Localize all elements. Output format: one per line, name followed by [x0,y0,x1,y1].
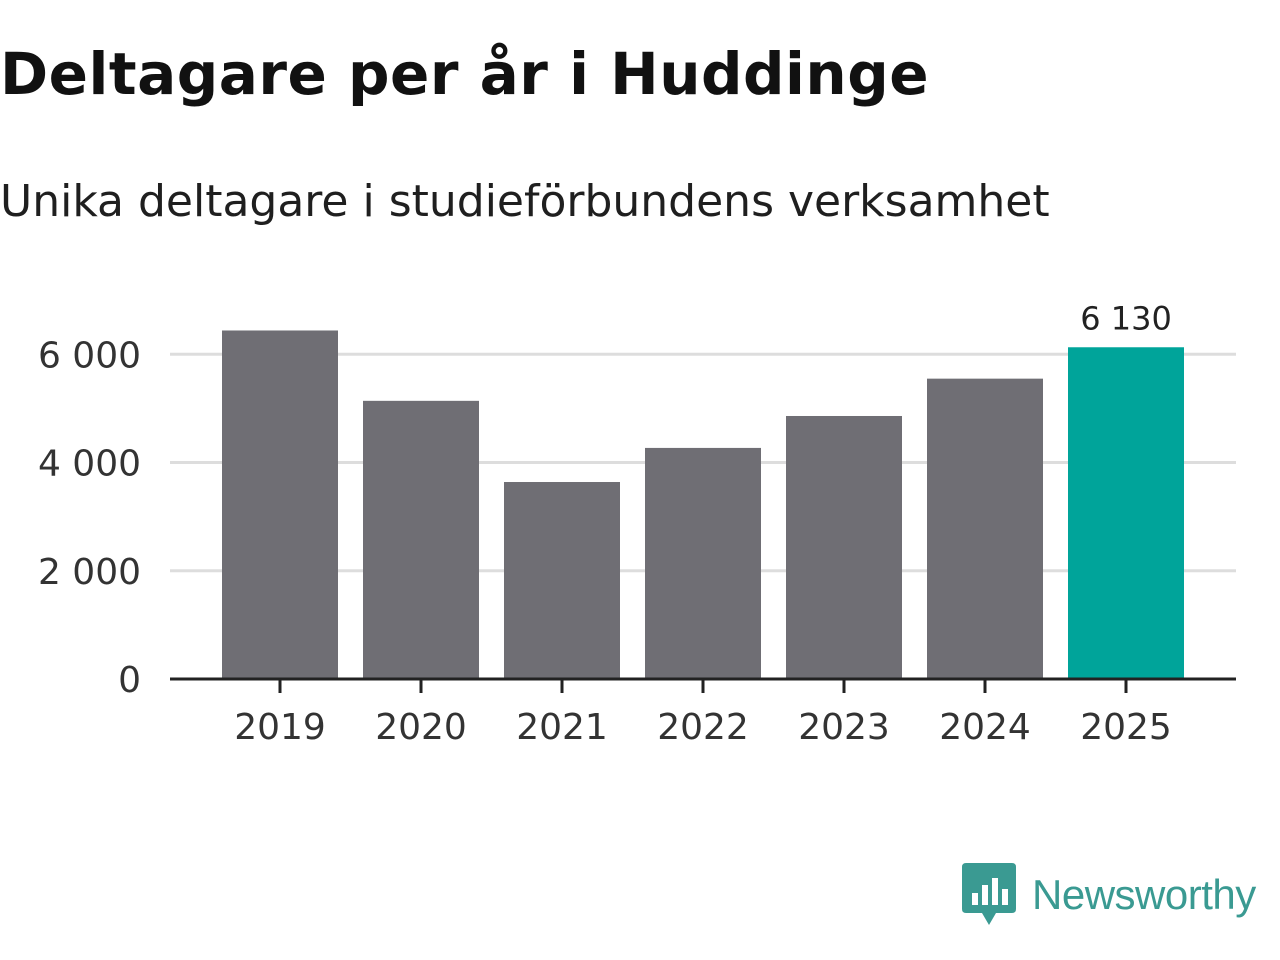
chart-subtitle: Unika deltagare i studieförbundens verks… [0,176,1050,227]
bar-2022 [645,447,761,679]
data-label: 6 130 [1080,299,1172,337]
x-axis: 2019 2020 2021 2022 2023 2024 2025 [170,677,1236,748]
newsworthy-logo: Newsworthy [962,862,1256,928]
x-tick-label: 2022 [657,707,749,748]
x-tick-label: 2020 [375,707,467,748]
x-tick-label: 2024 [939,707,1031,748]
bar-2019 [222,330,338,679]
bar-2025 [1068,347,1184,679]
bars [222,330,1184,679]
x-tick-label: 2023 [798,707,890,748]
bar-2024 [927,378,1043,679]
brand-name: Newsworthy [1032,871,1256,918]
y-tick-label: 6 000 [38,335,141,376]
newsworthy-chart-bubble-icon [962,863,1016,925]
x-tick-label: 2021 [516,707,608,748]
x-tick-label: 2025 [1080,707,1172,748]
y-tick-label: 0 [118,660,141,701]
bar-2020 [363,400,479,679]
y-tick-labels: 0 2 000 4 000 6 000 [38,335,141,701]
data-labels: 6 130 [1080,299,1172,337]
x-tick-label: 2019 [234,707,326,748]
bar-2021 [504,482,620,679]
bar-2023 [786,415,902,679]
chart-title: Deltagare per år i Huddinge [0,40,930,108]
y-tick-label: 4 000 [38,444,141,485]
y-tick-label: 2 000 [38,552,141,593]
